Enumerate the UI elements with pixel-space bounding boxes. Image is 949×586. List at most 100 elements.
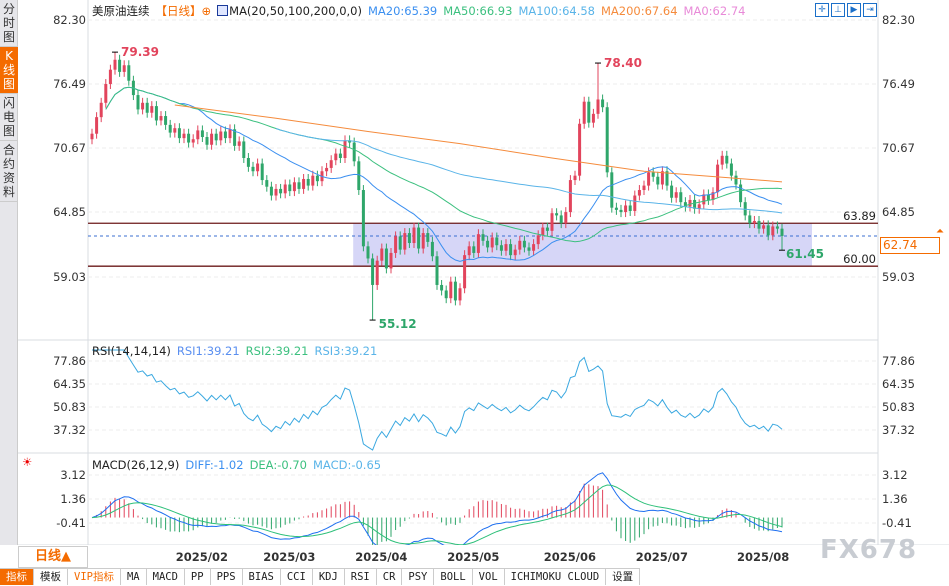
tab-rsi[interactable]: RSI xyxy=(344,568,377,585)
candle xyxy=(633,195,637,211)
candle xyxy=(647,172,651,186)
candle xyxy=(476,234,480,253)
tab-pp[interactable]: PP xyxy=(184,568,211,585)
tab-kline[interactable]: K线图 xyxy=(0,47,18,94)
tab-settings[interactable]: 设置 xyxy=(606,568,641,585)
extreme-label: 61.45 xyxy=(786,247,824,261)
candle xyxy=(582,101,586,124)
candle xyxy=(430,241,434,257)
candle xyxy=(122,65,126,72)
candle xyxy=(141,102,145,110)
tab-vol[interactable]: VOL xyxy=(472,568,505,585)
candle xyxy=(601,99,605,108)
tab-flash[interactable]: 闪电图 xyxy=(0,94,18,141)
tab-psy[interactable]: PSY xyxy=(402,568,435,585)
tab-vip[interactable]: VIP指标 xyxy=(68,568,121,585)
date-tick: 2025/03 xyxy=(263,550,316,564)
macd-tick: 1.36 xyxy=(60,492,86,506)
candle xyxy=(145,102,149,113)
candle xyxy=(265,180,269,187)
rsi-tick: 37.32 xyxy=(53,423,86,437)
tab-ichimoku[interactable]: ICHIMOKU CLOUD xyxy=(504,568,607,585)
tab-templates[interactable]: 模板 xyxy=(34,568,68,585)
rsi-line xyxy=(92,349,783,451)
candle xyxy=(196,130,200,140)
tab-macd[interactable]: MACD xyxy=(146,568,185,585)
tab-bias[interactable]: BIAS xyxy=(242,568,281,585)
candle xyxy=(417,227,421,249)
candle xyxy=(637,190,641,196)
rsi-tick-right: 77.86 xyxy=(882,354,915,368)
tab-ma[interactable]: MA xyxy=(120,568,147,585)
crosshair-icon[interactable]: ⊕ xyxy=(201,4,212,18)
candle xyxy=(513,249,517,256)
price-tick: 59.03 xyxy=(53,270,86,284)
tab-cci[interactable]: CCI xyxy=(280,568,313,585)
candle xyxy=(490,237,494,248)
price-tick: 82.30 xyxy=(53,13,86,27)
candle xyxy=(642,185,646,191)
macd-value: MACD:-0.65 xyxy=(312,458,382,472)
candle xyxy=(361,190,365,247)
next-bar-icon[interactable]: ▶ xyxy=(847,3,861,17)
extreme-label: 55.12 xyxy=(379,317,417,331)
rsi2-value: RSI2:39.21 xyxy=(245,344,309,358)
extreme-label: 78.40 xyxy=(604,56,642,70)
candle xyxy=(237,141,241,146)
candle xyxy=(384,248,388,269)
candle xyxy=(748,215,752,224)
macd-header: MACD(26,12,9) DIFF:-1.02 DEA:-0.70 MACD:-0.… xyxy=(92,458,387,472)
candle xyxy=(522,240,526,248)
candle xyxy=(610,172,614,208)
ma-settings-icon[interactable] xyxy=(217,5,229,16)
candle xyxy=(329,160,333,168)
rsi3-value: RSI3:39.21 xyxy=(314,344,378,358)
candle xyxy=(348,140,352,143)
ma0-value: MA0:62.74 xyxy=(683,4,746,18)
candle xyxy=(532,244,536,251)
period-label: 【日线】 xyxy=(155,4,202,18)
tab-indicators[interactable]: 指标 xyxy=(0,568,34,585)
period-button[interactable]: 日线▲ xyxy=(18,546,88,568)
candle xyxy=(435,256,439,285)
candle xyxy=(780,228,784,236)
candle xyxy=(743,202,747,216)
zoom-range-icon[interactable]: ⊥ xyxy=(831,3,845,17)
watermark: FX678 xyxy=(820,535,918,565)
tab-kdj[interactable]: KDJ xyxy=(312,568,345,585)
candle xyxy=(605,107,609,173)
candle xyxy=(398,236,402,250)
candle xyxy=(357,161,361,191)
tab-boll[interactable]: BOLL xyxy=(434,568,473,585)
candle xyxy=(389,252,393,269)
ma50-line xyxy=(105,86,783,243)
tab-intraday[interactable]: 分时图 xyxy=(0,0,18,47)
support-zone xyxy=(353,223,812,267)
price-chart[interactable]: 63.89 60.00 79.39 78.40 55.12 61.45 xyxy=(0,0,949,545)
price-tick: 64.85 xyxy=(53,205,86,219)
expand-up-icon[interactable]: ⏶ xyxy=(936,226,944,237)
tab-contract-info[interactable]: 合约资料 xyxy=(0,141,18,202)
tab-pps[interactable]: PPS xyxy=(210,568,243,585)
candle xyxy=(752,220,756,224)
crosshair-tool-icon[interactable]: ✛ xyxy=(815,3,829,17)
candle xyxy=(716,164,720,193)
candle xyxy=(90,133,94,140)
candle xyxy=(472,246,476,253)
price-tick-right: 70.67 xyxy=(882,141,915,155)
candle xyxy=(315,175,319,182)
indicator-settings-icon[interactable]: ☀ xyxy=(22,455,33,469)
candle xyxy=(306,178,310,186)
candle xyxy=(762,225,766,229)
candle xyxy=(596,99,600,114)
candle xyxy=(651,172,655,177)
go-end-icon[interactable]: ⇥ xyxy=(863,3,877,17)
candle xyxy=(426,233,430,242)
candle xyxy=(95,117,99,134)
candle xyxy=(614,207,618,210)
tab-cr[interactable]: CR xyxy=(376,568,403,585)
candle xyxy=(191,139,195,143)
candle xyxy=(177,128,181,139)
candle xyxy=(269,186,273,196)
candle xyxy=(467,246,471,256)
